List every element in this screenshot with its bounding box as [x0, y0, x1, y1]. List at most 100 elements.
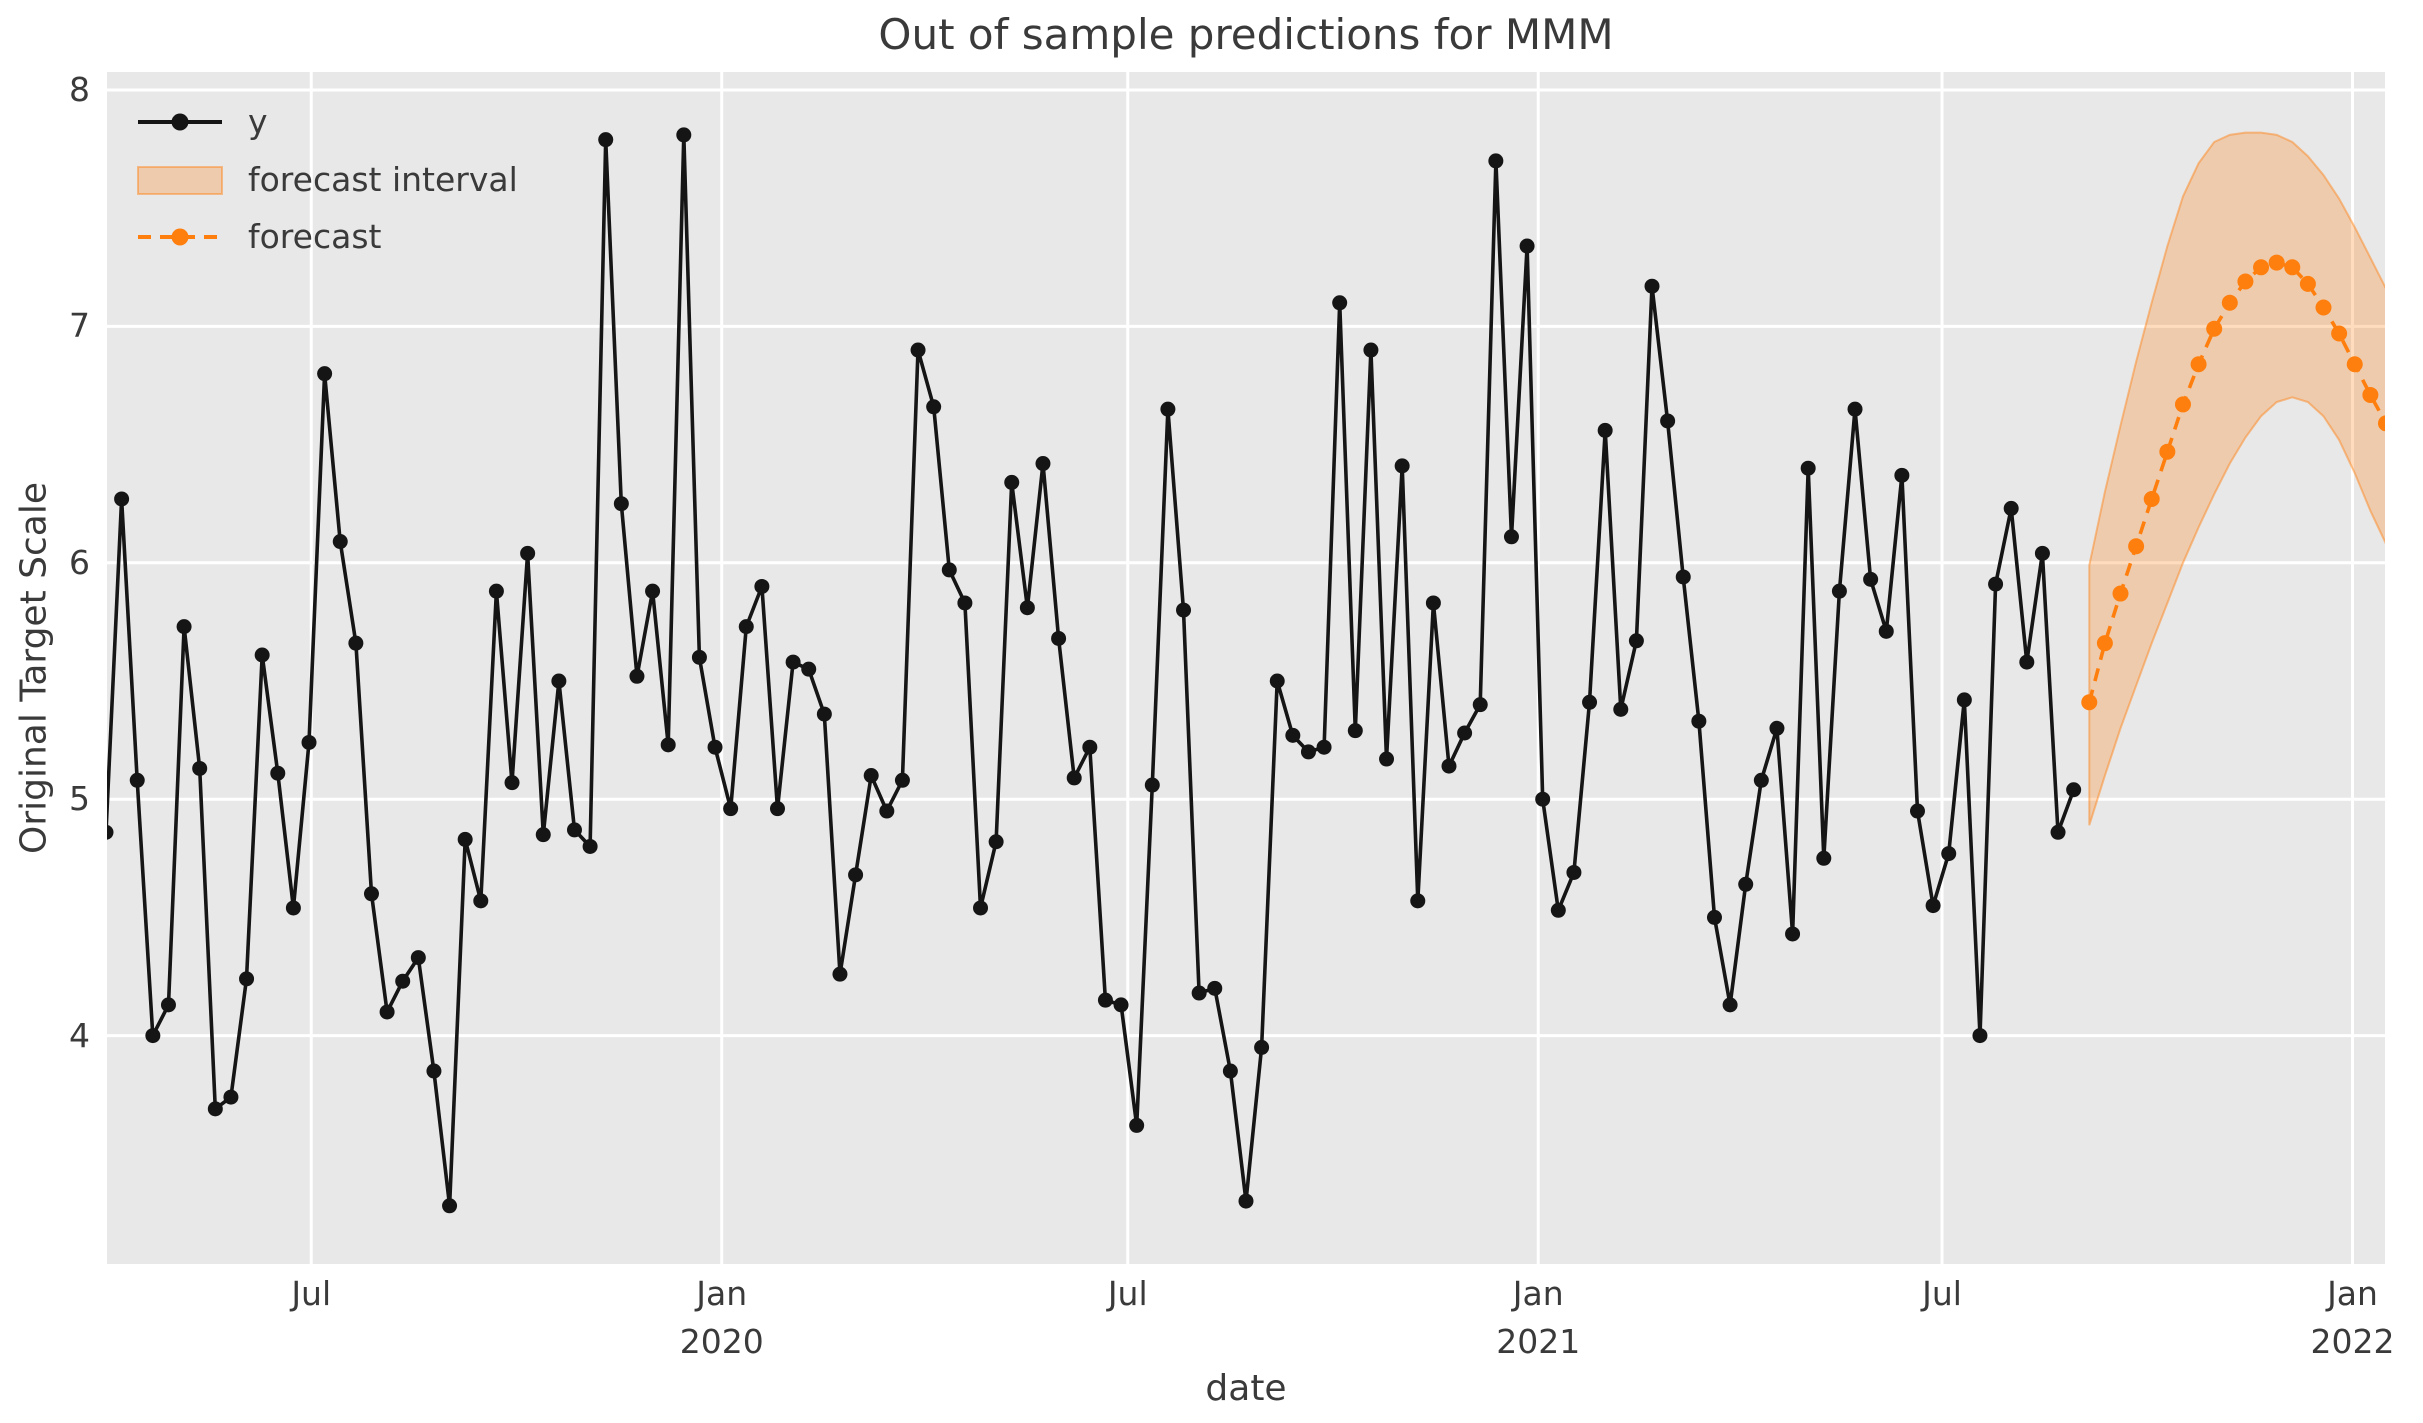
- y-series-marker: [1566, 864, 1582, 880]
- y-series-marker: [270, 765, 286, 781]
- legend-forecast-interval-swatch: [137, 166, 223, 195]
- y-series-marker: [1894, 467, 1910, 483]
- y-series-marker: [723, 801, 739, 817]
- y-series-marker: [2034, 545, 2050, 561]
- forecast-marker: [2190, 356, 2207, 373]
- y-series-marker: [1660, 413, 1676, 429]
- y-series-marker: [1925, 898, 1941, 914]
- y-series-marker: [957, 595, 973, 611]
- y-series-marker: [1332, 295, 1348, 311]
- y-series-marker: [1785, 926, 1801, 942]
- y-series-marker: [1144, 777, 1160, 793]
- y-series-marker: [2019, 654, 2035, 670]
- y-series-marker: [504, 775, 520, 791]
- y-series-marker: [629, 668, 645, 684]
- y-series-marker: [1878, 623, 1894, 639]
- y-series-marker: [1769, 720, 1785, 736]
- y-series-marker: [114, 491, 130, 507]
- y-series-marker: [285, 900, 301, 916]
- y-series-marker: [1956, 692, 1972, 708]
- y-series-marker: [582, 838, 598, 854]
- y-series-marker: [1191, 985, 1207, 1001]
- forecast-marker: [2346, 356, 2363, 373]
- y-series-marker: [395, 973, 411, 989]
- forecast-marker: [2206, 320, 2223, 337]
- y-series-marker: [660, 737, 676, 753]
- forecast-marker: [2112, 585, 2129, 602]
- y-series-marker: [1597, 422, 1613, 438]
- y-series-marker: [535, 827, 551, 843]
- forecast-marker: [2081, 694, 2098, 711]
- y-series-marker: [1909, 803, 1925, 819]
- legend-forecast-marker-swatch: [171, 228, 189, 246]
- y-series-marker: [879, 803, 895, 819]
- legend-item-y-label: y: [248, 102, 268, 141]
- y-series-marker: [645, 583, 661, 599]
- y-series-marker: [2066, 782, 2082, 798]
- y-series-marker: [363, 886, 379, 902]
- y-series-marker: [1457, 725, 1473, 741]
- y-series-marker: [770, 801, 786, 817]
- forecast-marker: [2253, 259, 2270, 276]
- forecast-interval-band: [2088, 131, 2385, 826]
- y-series-marker: [2003, 500, 2019, 516]
- y-series-marker: [1738, 876, 1754, 892]
- y-series-marker: [613, 496, 629, 512]
- y-series-marker: [379, 1004, 395, 1020]
- forecast-marker: [2284, 259, 2301, 276]
- plot-area: [107, 72, 2385, 1264]
- forecast-marker: [2096, 635, 2113, 652]
- forecast-marker: [2237, 273, 2254, 290]
- x-axis-label: date: [1205, 1368, 1287, 1409]
- y-series-marker: [145, 1028, 161, 1044]
- x-tick-year-label: 2022: [2310, 1322, 2395, 1361]
- y-series-marker: [1847, 401, 1863, 417]
- y-series-marker: [1831, 583, 1847, 599]
- y-series-marker: [1691, 713, 1707, 729]
- y-series-marker: [1628, 633, 1644, 649]
- x-tick-label: Jan: [2327, 1274, 2378, 1313]
- legend-item-forecast-interval-label: forecast interval: [248, 160, 518, 199]
- y-series-marker: [863, 768, 879, 784]
- y-series-marker: [1238, 1193, 1254, 1209]
- y-series-marker: [129, 772, 145, 788]
- y-series-marker: [1535, 791, 1551, 807]
- y-series-marker: [410, 950, 426, 966]
- legend-item-forecast-label: forecast: [248, 217, 382, 256]
- y-series-marker: [1082, 739, 1098, 755]
- y-series-marker: [239, 971, 255, 987]
- y-series-marker: [1066, 770, 1082, 786]
- y-series-marker: [1675, 569, 1691, 585]
- forecast-marker: [2268, 254, 2285, 271]
- y-series-marker: [1550, 902, 1566, 918]
- y-series-marker: [1863, 571, 1879, 587]
- forecast-marker: [2299, 275, 2316, 292]
- y-series-marker: [1254, 1039, 1270, 1055]
- y-series-marker: [317, 366, 333, 382]
- y-series-marker: [1004, 474, 1020, 490]
- y-series-marker: [691, 649, 707, 665]
- y-series-marker: [1379, 751, 1395, 767]
- y-series-marker: [1269, 673, 1285, 689]
- x-tick-label: Jul: [1107, 1274, 1148, 1313]
- y-series-marker: [1035, 456, 1051, 472]
- y-series-marker: [332, 534, 348, 550]
- y-series-marker: [254, 647, 270, 663]
- y-series-marker: [1613, 701, 1629, 717]
- y-series-marker: [1722, 997, 1738, 1013]
- y-series-marker: [1129, 1117, 1145, 1133]
- y-series-marker: [1176, 602, 1192, 618]
- y-series-marker: [1441, 758, 1457, 774]
- forecast-marker: [2128, 538, 2145, 555]
- forecast-series: [2081, 254, 2385, 711]
- y-series-marker: [107, 824, 114, 840]
- y-tick-label: 8: [69, 70, 90, 109]
- legend-y-marker-swatch: [171, 113, 189, 131]
- x-tick-label: Jan: [696, 1274, 748, 1313]
- y-series-marker: [1285, 727, 1301, 743]
- y-series-marker: [816, 706, 832, 722]
- y-series-marker: [1394, 458, 1410, 474]
- y-series-marker: [910, 342, 926, 358]
- y-tick-label: 6: [69, 542, 90, 582]
